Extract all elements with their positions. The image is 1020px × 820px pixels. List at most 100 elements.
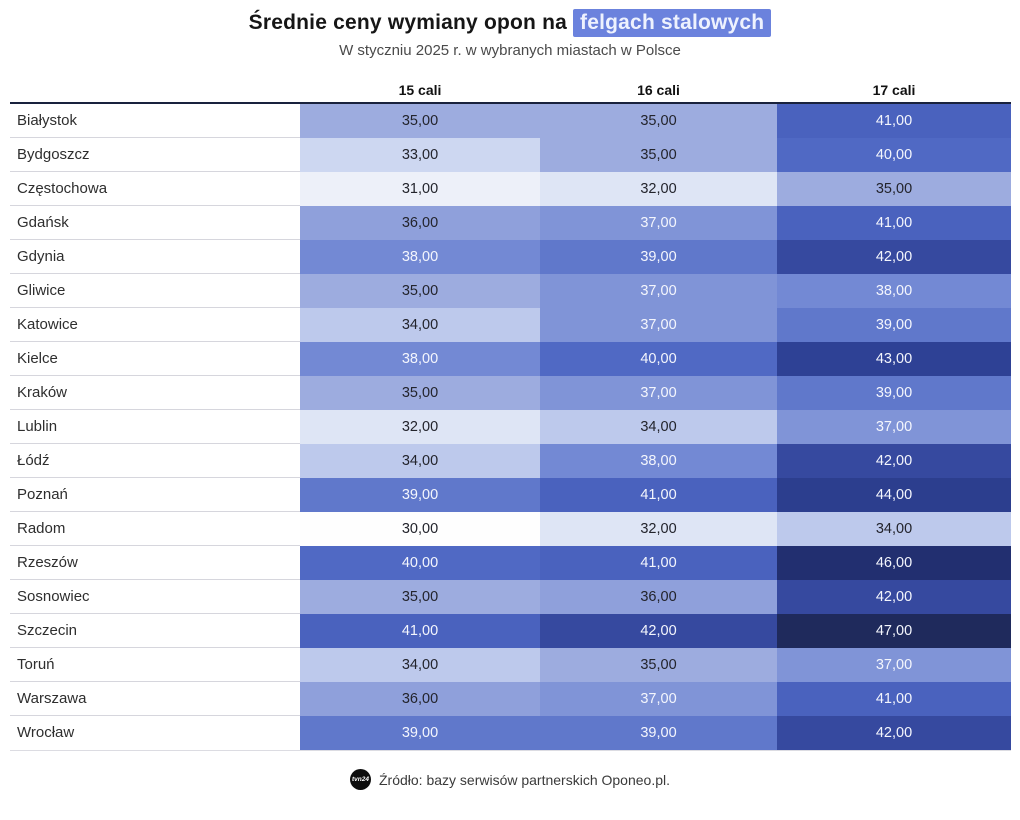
price-cell: 39,00 — [540, 240, 777, 274]
price-cell: 39,00 — [777, 308, 1011, 342]
price-cell: 41,00 — [777, 682, 1011, 716]
table-row: Poznań 39,00 41,00 44,00 — [10, 478, 1011, 512]
page-title: Średnie ceny wymiany opon na felgach sta… — [0, 9, 1020, 37]
price-cell: 34,00 — [300, 308, 540, 342]
city-label: Kielce — [10, 342, 300, 376]
city-label: Gdynia — [10, 240, 300, 274]
city-label: Wrocław — [17, 724, 75, 741]
price-cell: 40,00 — [300, 546, 540, 580]
price-cell: 35,00 — [300, 376, 540, 410]
price-cell: 39,00 — [300, 716, 540, 750]
price-cell: 41,00 — [540, 546, 777, 580]
price-cell: 40,00 — [540, 342, 777, 376]
source-text: Źródło: bazy serwisów partnerskich Opone… — [378, 771, 671, 788]
page-subtitle: W styczniu 2025 r. w wybranych miastach … — [339, 42, 681, 59]
price-cell: 35,00 — [540, 648, 777, 682]
city-label: Poznań — [10, 478, 300, 512]
table-row: Częstochowa 31,00 32,00 35,00 — [10, 172, 1011, 206]
city-label: Katowice — [10, 308, 300, 342]
price-cell: 39,00 — [540, 716, 777, 750]
price-cell: 31,00 — [300, 172, 540, 206]
title-highlight: felgach stalowych — [573, 9, 772, 37]
price-cell: 41,00 — [300, 614, 540, 648]
city-label: Rzeszów — [10, 546, 300, 580]
price-cell: 36,00 — [300, 206, 540, 240]
price-cell: 35,00 — [300, 580, 540, 614]
price-cell: 42,00 — [777, 716, 1011, 750]
column-header: 16 cali — [637, 81, 680, 98]
city-label: Łódź — [10, 444, 300, 478]
city-label: Lublin — [10, 410, 300, 444]
price-cell: 41,00 — [540, 478, 777, 512]
price-cell: 36,00 — [540, 580, 777, 614]
price-cell: 35,00 — [540, 104, 777, 138]
table-row: Gdańsk 36,00 37,00 41,00 — [10, 206, 1011, 240]
city-label: Warszawa — [10, 682, 300, 716]
table-row: Gliwice 35,00 37,00 38,00 — [10, 274, 1011, 308]
price-cell: 47,00 — [777, 614, 1011, 648]
price-cell: 32,00 — [300, 410, 540, 444]
price-cell: 34,00 — [540, 410, 777, 444]
tvn24-logo-icon: tvn24 — [349, 769, 371, 790]
table-header-row: 15 cali 16 cali 17 cali — [10, 77, 1011, 102]
table-row: Gdynia 38,00 39,00 42,00 — [10, 240, 1011, 274]
source-footer: tvn24 Źródło: bazy serwisów partnerskich… — [0, 769, 1020, 790]
table-row: Radom 30,00 32,00 34,00 — [10, 512, 1011, 546]
table-row: Rzeszów 40,00 41,00 46,00 — [10, 546, 1011, 580]
table-row: Łódź 34,00 38,00 42,00 — [10, 444, 1011, 478]
price-cell: 35,00 — [777, 172, 1011, 206]
price-cell: 35,00 — [540, 138, 777, 172]
table-row: Warszawa 36,00 37,00 41,00 — [10, 682, 1011, 716]
price-cell: 39,00 — [777, 376, 1011, 410]
price-cell: 39,00 — [300, 478, 540, 512]
price-cell: 42,00 — [540, 614, 777, 648]
table-row: Lublin 32,00 34,00 37,00 — [10, 410, 1011, 444]
table-row: Sosnowiec 35,00 36,00 42,00 — [10, 580, 1011, 614]
table-row: Kraków 35,00 37,00 39,00 — [10, 376, 1011, 410]
infographic-page: Średnie ceny wymiany opon na felgach sta… — [0, 9, 1020, 820]
price-cell: 37,00 — [540, 376, 777, 410]
city-label: Częstochowa — [10, 172, 300, 206]
price-cell: 32,00 — [540, 512, 777, 546]
price-cell: 34,00 — [300, 648, 540, 682]
title-prefix: Średnie ceny wymiany opon na — [248, 11, 574, 34]
city-label: Gliwice — [10, 274, 300, 308]
city-label: Szczecin — [10, 614, 300, 648]
city-label: Radom — [10, 512, 300, 546]
price-cell: 37,00 — [777, 410, 1011, 444]
column-header: 17 cali — [872, 81, 916, 98]
city-label: Białystok — [10, 104, 300, 138]
price-cell: 42,00 — [777, 444, 1011, 478]
price-cell: 38,00 — [777, 274, 1011, 308]
price-cell: 43,00 — [777, 342, 1011, 376]
price-cell: 41,00 — [777, 104, 1011, 138]
table-row: Katowice 34,00 37,00 39,00 — [10, 308, 1011, 342]
city-label: Sosnowiec — [10, 580, 300, 614]
price-cell: 37,00 — [540, 274, 777, 308]
price-cell: 38,00 — [540, 444, 777, 478]
price-cell: 44,00 — [777, 478, 1011, 512]
city-label: Toruń — [10, 648, 300, 682]
column-header: 15 cali — [398, 81, 442, 98]
table-row: Białystok 35,00 35,00 41,00 — [10, 104, 1011, 138]
price-cell: 42,00 — [777, 240, 1011, 274]
table-row: Toruń 34,00 35,00 37,00 — [10, 648, 1011, 682]
price-table: 15 cali 16 cali 17 cali Białystok 35,00 35… — [10, 77, 1011, 751]
price-cell: 34,00 — [777, 512, 1011, 546]
price-cell: 33,00 — [300, 138, 540, 172]
table-row: Szczecin 41,00 42,00 47,00 — [10, 614, 1011, 648]
price-cell: 36,00 — [300, 682, 540, 716]
price-cell: 42,00 — [777, 580, 1011, 614]
table-body: Białystok 35,00 35,00 41,00 Bydgoszcz 33… — [10, 102, 1011, 751]
price-cell: 37,00 — [540, 308, 777, 342]
price-cell: 30,00 — [300, 512, 540, 546]
price-cell: 38,00 — [300, 240, 540, 274]
table-row: Wrocław 39,00 39,00 42,00 — [10, 716, 1011, 750]
table-row: Kielce 38,00 40,00 43,00 — [10, 342, 1011, 376]
price-cell: 40,00 — [777, 138, 1011, 172]
city-label: Gdańsk — [10, 206, 300, 240]
price-cell: 37,00 — [540, 206, 777, 240]
price-cell: 35,00 — [300, 104, 540, 138]
price-cell: 38,00 — [300, 342, 540, 376]
price-cell: 37,00 — [777, 648, 1011, 682]
